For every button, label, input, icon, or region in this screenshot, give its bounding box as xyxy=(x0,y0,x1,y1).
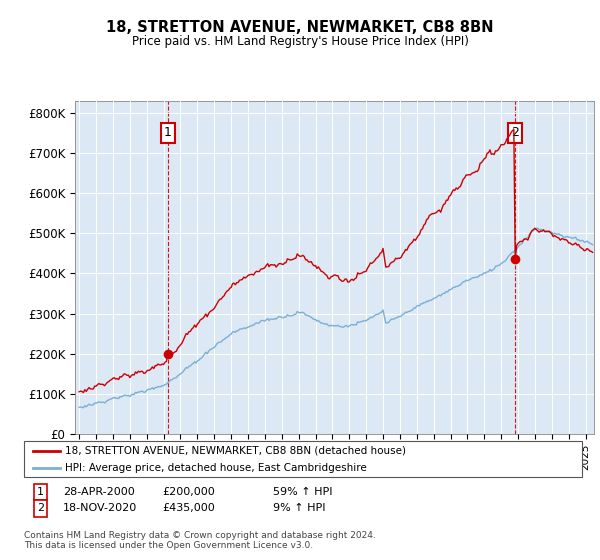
Text: 9% ↑ HPI: 9% ↑ HPI xyxy=(273,503,325,514)
Text: £435,000: £435,000 xyxy=(162,503,215,514)
Text: £200,000: £200,000 xyxy=(162,487,215,497)
Text: HPI: Average price, detached house, East Cambridgeshire: HPI: Average price, detached house, East… xyxy=(65,463,367,473)
Text: 1: 1 xyxy=(37,487,44,497)
Text: 28-APR-2000: 28-APR-2000 xyxy=(63,487,135,497)
Text: Price paid vs. HM Land Registry's House Price Index (HPI): Price paid vs. HM Land Registry's House … xyxy=(131,35,469,48)
Text: 2: 2 xyxy=(511,127,519,139)
Text: 1: 1 xyxy=(164,127,172,139)
Text: 18, STRETTON AVENUE, NEWMARKET, CB8 8BN: 18, STRETTON AVENUE, NEWMARKET, CB8 8BN xyxy=(106,20,494,35)
Text: Contains HM Land Registry data © Crown copyright and database right 2024.
This d: Contains HM Land Registry data © Crown c… xyxy=(24,531,376,550)
Text: 2: 2 xyxy=(37,503,44,514)
Text: 59% ↑ HPI: 59% ↑ HPI xyxy=(273,487,332,497)
Text: 18-NOV-2020: 18-NOV-2020 xyxy=(63,503,137,514)
Text: 18, STRETTON AVENUE, NEWMARKET, CB8 8BN (detached house): 18, STRETTON AVENUE, NEWMARKET, CB8 8BN … xyxy=(65,446,406,456)
